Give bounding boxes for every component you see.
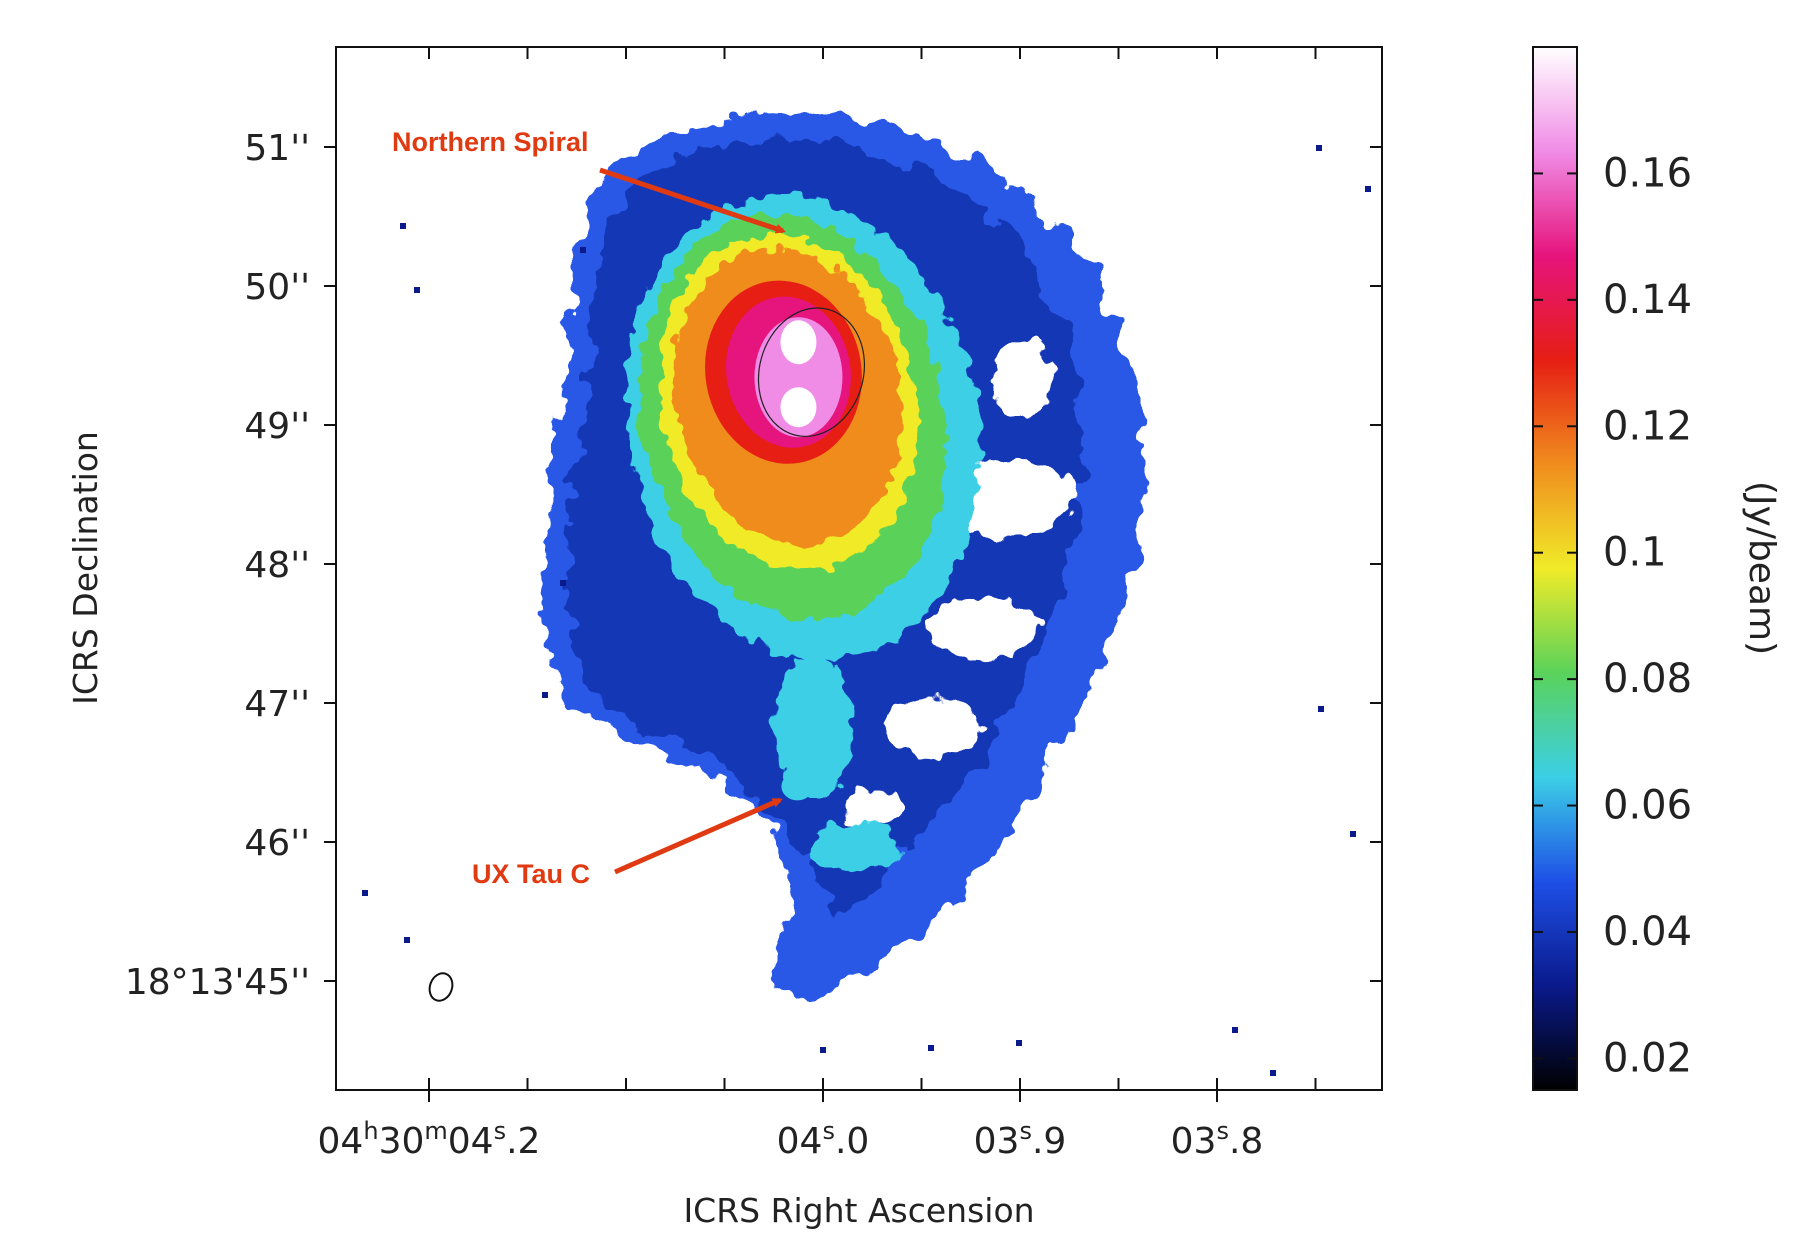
colorbar-ticks: 0.16 0.14 0.12 0.1 0.08 0.06 0.04 0.02: [1533, 150, 1692, 1081]
y-tick-label: 51'': [244, 128, 310, 169]
y-axis-title: ICRS Declination: [66, 431, 105, 705]
colorbar-tick-label: 0.12: [1603, 403, 1692, 449]
x-tick-label: 03s.8: [1171, 1117, 1264, 1162]
arrow-northern-spiral: [599, 167, 786, 234]
x-tick-labels: 04h30m04s.2 04s.0 03s.9 03s.8: [318, 1117, 1264, 1162]
y-tick-label: 46'': [244, 823, 310, 864]
y-tick-label: 18°13'45'': [125, 962, 310, 1003]
annotation-northern-spiral: Northern Spiral: [392, 127, 589, 157]
colorbar-tick-label: 0.04: [1603, 909, 1692, 955]
y-tick-label: 47'': [244, 684, 310, 725]
colorbar-label: (Jy/beam): [1741, 481, 1782, 655]
plot-frame: [335, 46, 1383, 1091]
colorbar-tick-label: 0.1: [1603, 530, 1667, 576]
y-tick-label: 48'': [244, 545, 310, 586]
colorbar-tick-label: 0.02: [1603, 1035, 1692, 1081]
colorbar-tick-label: 0.16: [1603, 150, 1692, 196]
colorbar-tick-label: 0.06: [1603, 783, 1692, 829]
x-tick-label: 04h30m04s.2: [318, 1117, 541, 1162]
x-tick-label: 04s.0: [777, 1117, 870, 1162]
annotation-ux-tau-c: UX Tau C: [472, 859, 590, 889]
colorbar: [1533, 47, 1577, 1090]
axis-ticks: [324, 47, 1382, 1102]
y-tick-label: 49'': [244, 406, 310, 447]
y-tick-label: 50'': [244, 267, 310, 308]
y-tick-labels: 51'' 50'' 49'' 48'' 47'' 46'' 18°13'45'': [125, 128, 310, 1003]
colorbar-tick-label: 0.08: [1603, 656, 1692, 702]
beam-ellipse: [428, 972, 454, 1002]
colorbar-tick-label: 0.14: [1603, 277, 1692, 323]
arrow-ux-tau-c: [614, 797, 783, 875]
colorbar-frame: [1532, 46, 1578, 1091]
emission-map: [362, 112, 1371, 1076]
x-tick-label: 03s.9: [974, 1117, 1067, 1162]
x-axis-title: ICRS Right Ascension: [683, 1191, 1034, 1230]
